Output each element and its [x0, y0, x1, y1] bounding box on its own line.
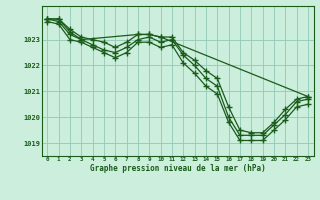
X-axis label: Graphe pression niveau de la mer (hPa): Graphe pression niveau de la mer (hPa) [90, 164, 266, 173]
